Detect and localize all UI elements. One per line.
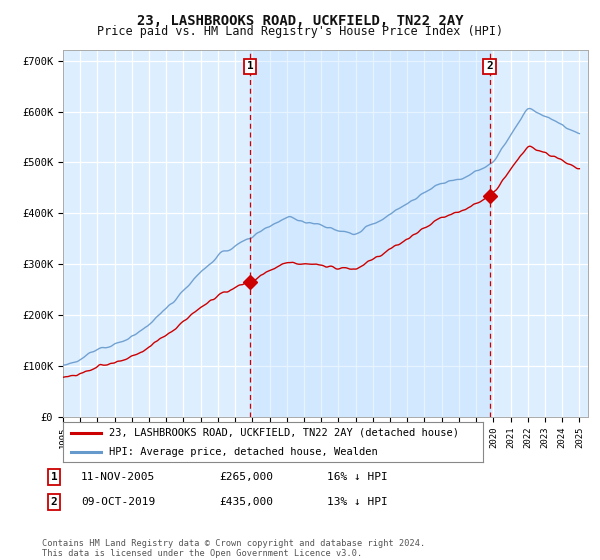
Text: 23, LASHBROOKS ROAD, UCKFIELD, TN22 2AY: 23, LASHBROOKS ROAD, UCKFIELD, TN22 2AY	[137, 14, 463, 28]
Text: 1: 1	[50, 472, 58, 482]
Text: 1: 1	[247, 62, 253, 72]
Text: 23, LASHBROOKS ROAD, UCKFIELD, TN22 2AY (detached house): 23, LASHBROOKS ROAD, UCKFIELD, TN22 2AY …	[109, 428, 459, 438]
Text: 2: 2	[50, 497, 58, 507]
Text: 16% ↓ HPI: 16% ↓ HPI	[327, 472, 388, 482]
Text: 09-OCT-2019: 09-OCT-2019	[81, 497, 155, 507]
Text: 11-NOV-2005: 11-NOV-2005	[81, 472, 155, 482]
Text: £435,000: £435,000	[219, 497, 273, 507]
Text: Price paid vs. HM Land Registry's House Price Index (HPI): Price paid vs. HM Land Registry's House …	[97, 25, 503, 38]
Text: 2: 2	[486, 62, 493, 72]
Bar	[250, 50, 490, 417]
Text: 13% ↓ HPI: 13% ↓ HPI	[327, 497, 388, 507]
Text: HPI: Average price, detached house, Wealden: HPI: Average price, detached house, Weal…	[109, 447, 378, 457]
Text: £265,000: £265,000	[219, 472, 273, 482]
Text: Contains HM Land Registry data © Crown copyright and database right 2024.
This d: Contains HM Land Registry data © Crown c…	[42, 539, 425, 558]
